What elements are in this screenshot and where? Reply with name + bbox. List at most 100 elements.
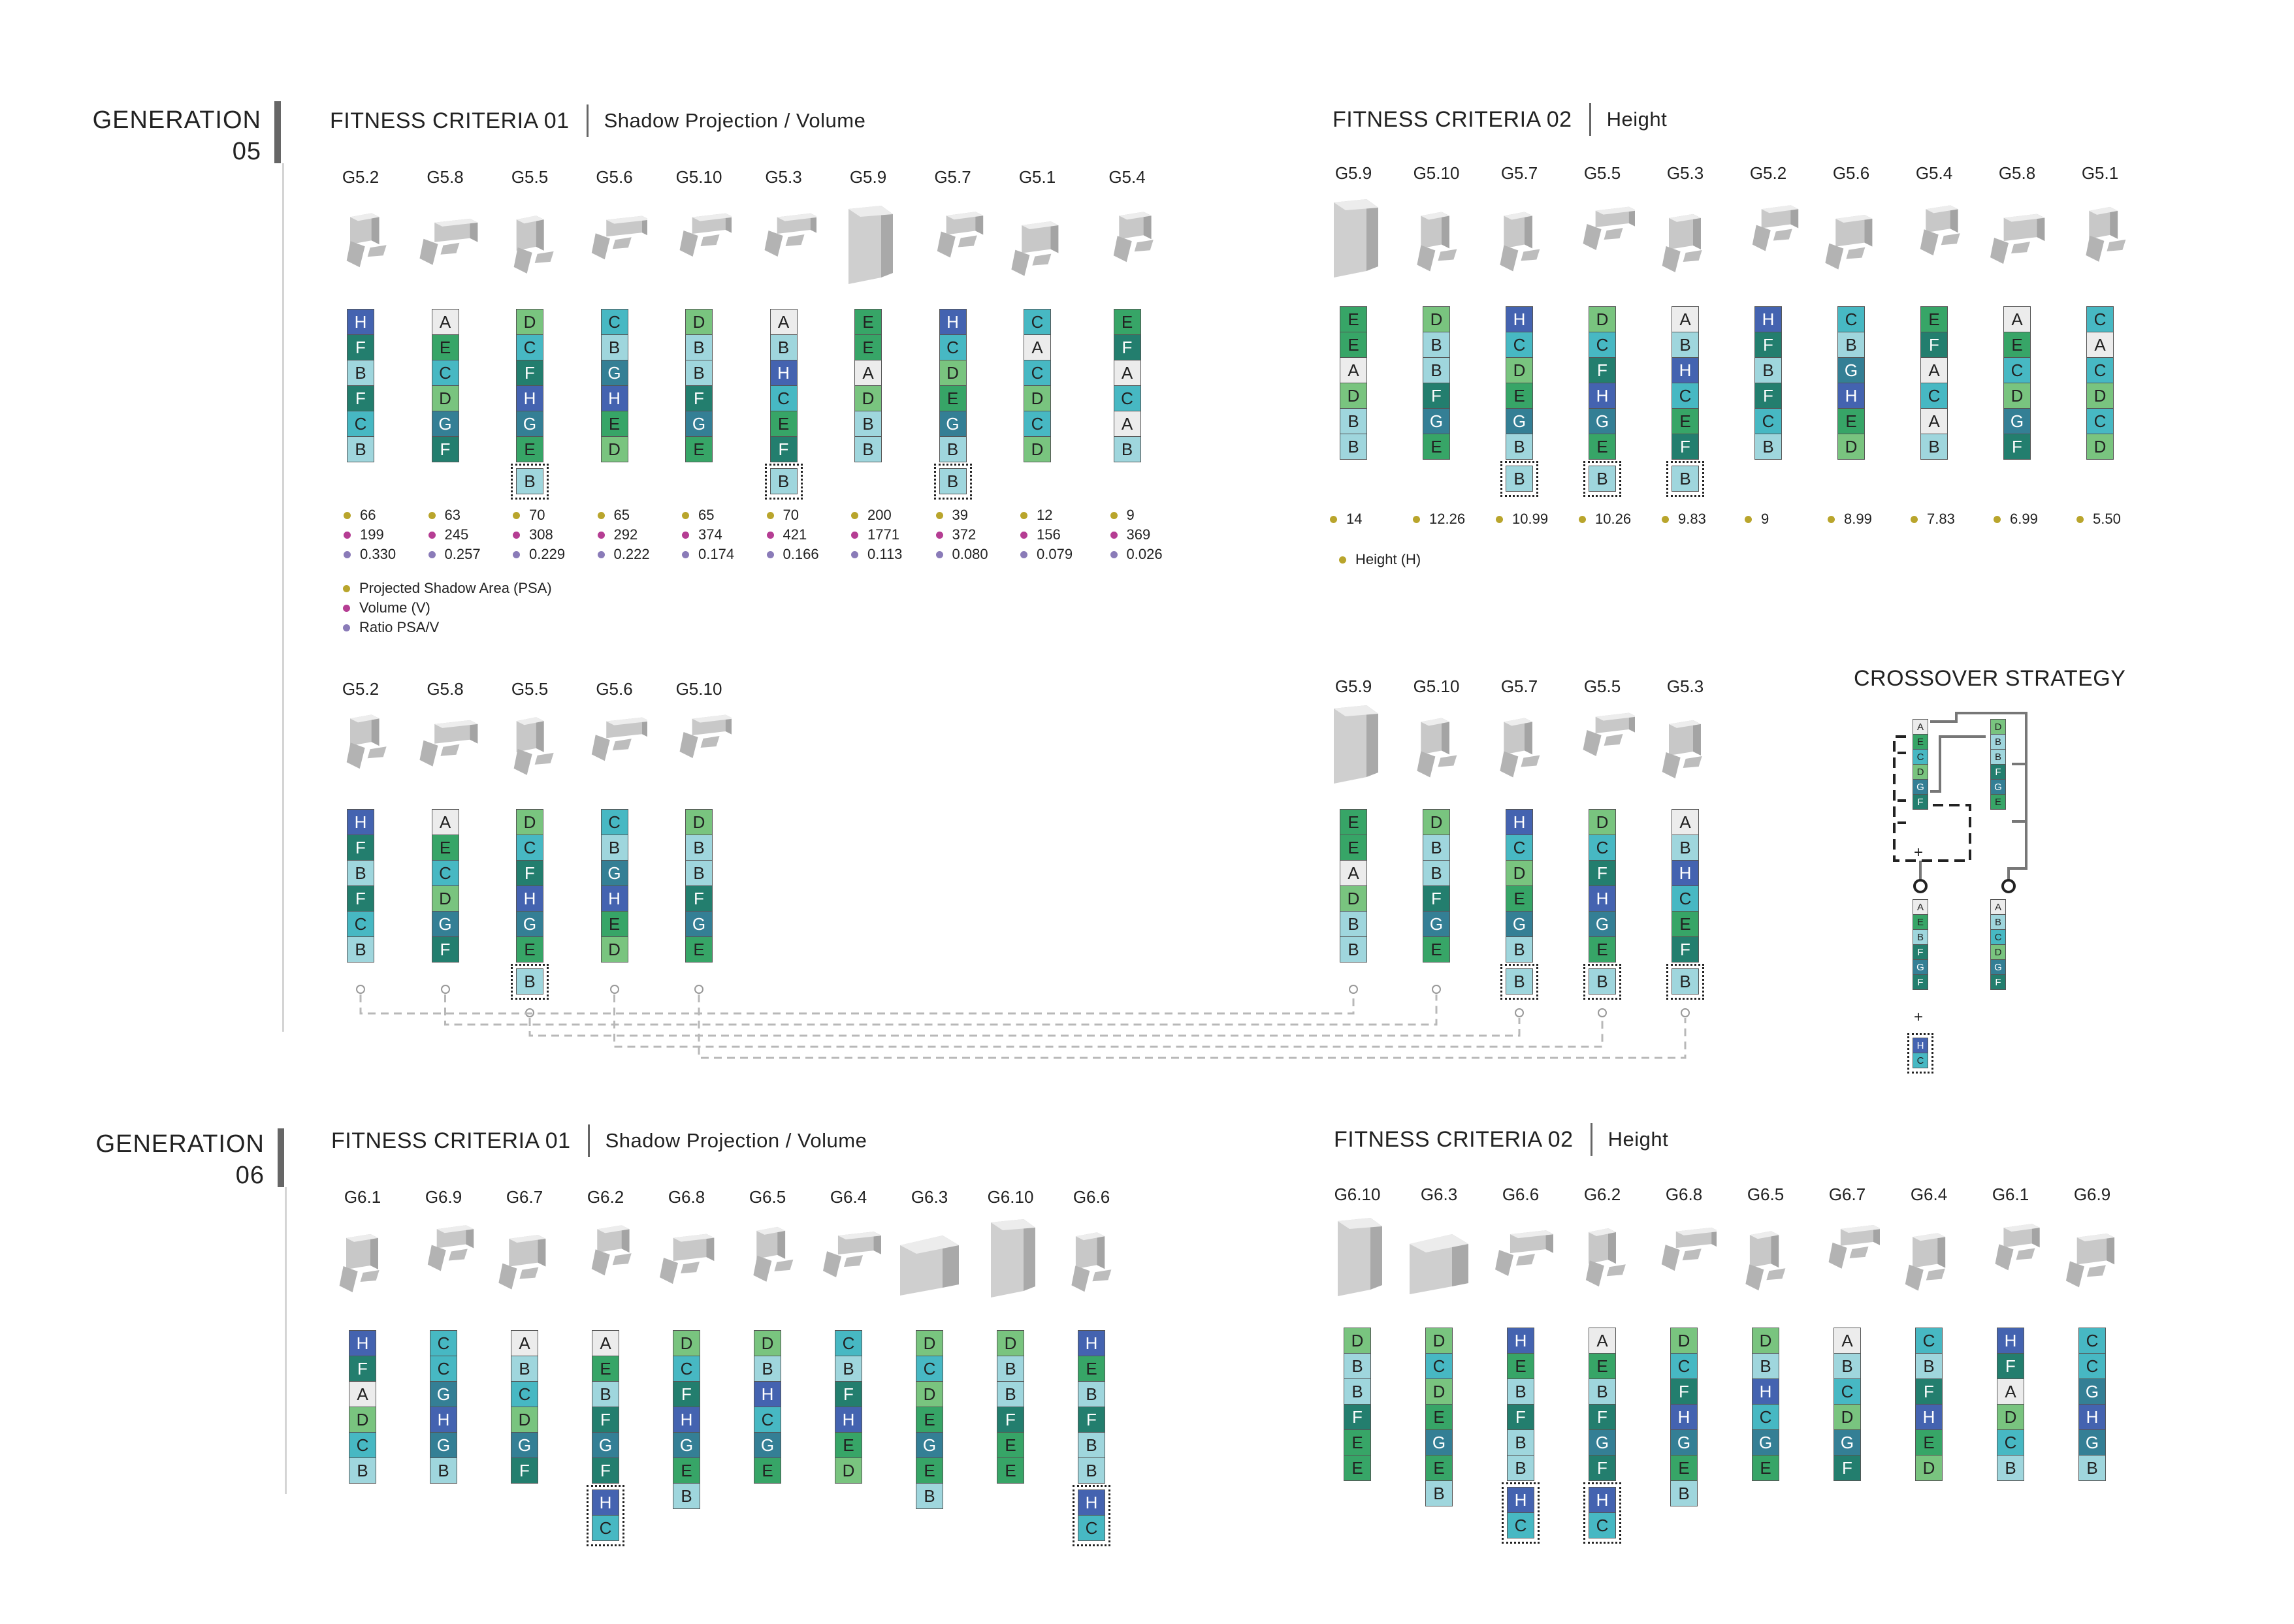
gene-cell: G [1670, 1429, 1698, 1456]
gene-cell: B [1752, 1353, 1779, 1379]
psa-value: 39 [952, 507, 968, 523]
massing-model-image [679, 213, 732, 257]
gene-cell: D [1425, 1328, 1453, 1354]
massing-face [1024, 1219, 1035, 1291]
gene-cell: F [347, 885, 374, 912]
gene-cell: F [685, 885, 713, 912]
gene-cell: F [1589, 1455, 1616, 1481]
gene-cell: B [1340, 408, 1367, 434]
massing-face [1334, 705, 1378, 716]
value-row-height: 9 [1745, 509, 1769, 529]
massing-model-image [346, 213, 387, 268]
gene-cell: G [1752, 1429, 1779, 1456]
gene-cell: B [349, 1457, 376, 1484]
gene-cell: B [685, 835, 713, 861]
gen06-title-line2: 06 [235, 1162, 265, 1189]
psa-value: 63 [444, 507, 460, 523]
gene-cell: F [1078, 1407, 1105, 1433]
gene-cell: D [1344, 1328, 1371, 1354]
value-row-psa: 65 [597, 505, 650, 525]
gene-cell: A [431, 809, 459, 835]
massing-model-image [419, 218, 477, 265]
individual-label: G5.8 [1998, 163, 2036, 183]
height-value: 9 [1761, 511, 1769, 527]
gene-cell: B [1507, 1455, 1534, 1481]
height-value: 10.26 [1595, 511, 1632, 527]
gene-cell: D [916, 1330, 943, 1356]
pairing-connector-line [528, 1018, 1521, 1037]
gene-cell: H [1078, 1330, 1105, 1356]
massing-face [1840, 1225, 1880, 1234]
massing-face [1134, 240, 1154, 252]
massing-face [1771, 1231, 1779, 1268]
gene-cell: F [1672, 936, 1699, 963]
massing-face [1438, 249, 1457, 261]
gene-cell: D [916, 1381, 943, 1407]
gene-cell: C [1754, 408, 1782, 434]
gene-cell: G [592, 1432, 619, 1458]
individual-label: G5.7 [1500, 163, 1538, 183]
gene-cell: G [673, 1432, 700, 1458]
massing-face [1990, 238, 2009, 264]
massing-model-image [1585, 1228, 1626, 1287]
gene-cell: A [1672, 809, 1699, 835]
gene-cell: D [754, 1330, 781, 1356]
connector-node [1432, 985, 1441, 994]
value-row-height: 8.99 [1828, 509, 1872, 529]
crossover-node-icon [2001, 879, 2016, 893]
gene-cell: F [835, 1381, 862, 1407]
mutated-genes: B [769, 468, 798, 494]
massing-face [360, 1269, 380, 1282]
value-row-height: 14 [1330, 509, 1362, 529]
massing-face [975, 212, 983, 235]
massing-model-image [1500, 718, 1540, 778]
gene-cell: D [511, 1407, 538, 1433]
massing-face [1752, 225, 1771, 251]
massing-model-image [1011, 221, 1059, 276]
crit-subtitle: Shadow Projection / Volume [604, 109, 866, 132]
crit-title: FITNESS CRITERIA 01 [331, 1128, 571, 1153]
massing-face [1937, 1233, 1946, 1268]
massing-face [1524, 212, 1532, 249]
individual-label: G6.1 [344, 1187, 381, 1207]
massing-face [2089, 206, 2118, 215]
individual-label: G6.6 [1073, 1187, 1110, 1207]
gene-cell: H [516, 885, 543, 912]
value-row-psa: 70 [766, 505, 819, 525]
massing-model-image [591, 1225, 632, 1276]
gene-cell: E [592, 1356, 619, 1382]
gene-cell: G [754, 1432, 781, 1458]
massing-model-image [1334, 199, 1378, 278]
massing-face [1516, 1254, 1536, 1266]
gene-cell: F [516, 360, 543, 386]
gene-cell: E [1344, 1429, 1371, 1456]
gene-cell: B [1340, 434, 1367, 460]
massing-face [823, 1251, 842, 1278]
massing-face [692, 714, 732, 723]
gene-cell: E [1340, 835, 1367, 861]
massing-face [1583, 730, 1602, 757]
gene-cell: E [854, 309, 882, 335]
connector-node [440, 985, 450, 994]
gene-cell: E [1589, 434, 1616, 460]
psa-value: 65 [613, 507, 630, 523]
ratio-dot [343, 624, 350, 631]
gene-cell: H [673, 1407, 700, 1433]
gene-cell: A [2003, 306, 2031, 332]
massing-face [753, 1255, 772, 1282]
individual-label: G6.8 [668, 1187, 705, 1207]
massing-face [1421, 718, 1449, 726]
gene-cell: F [1670, 1378, 1698, 1405]
